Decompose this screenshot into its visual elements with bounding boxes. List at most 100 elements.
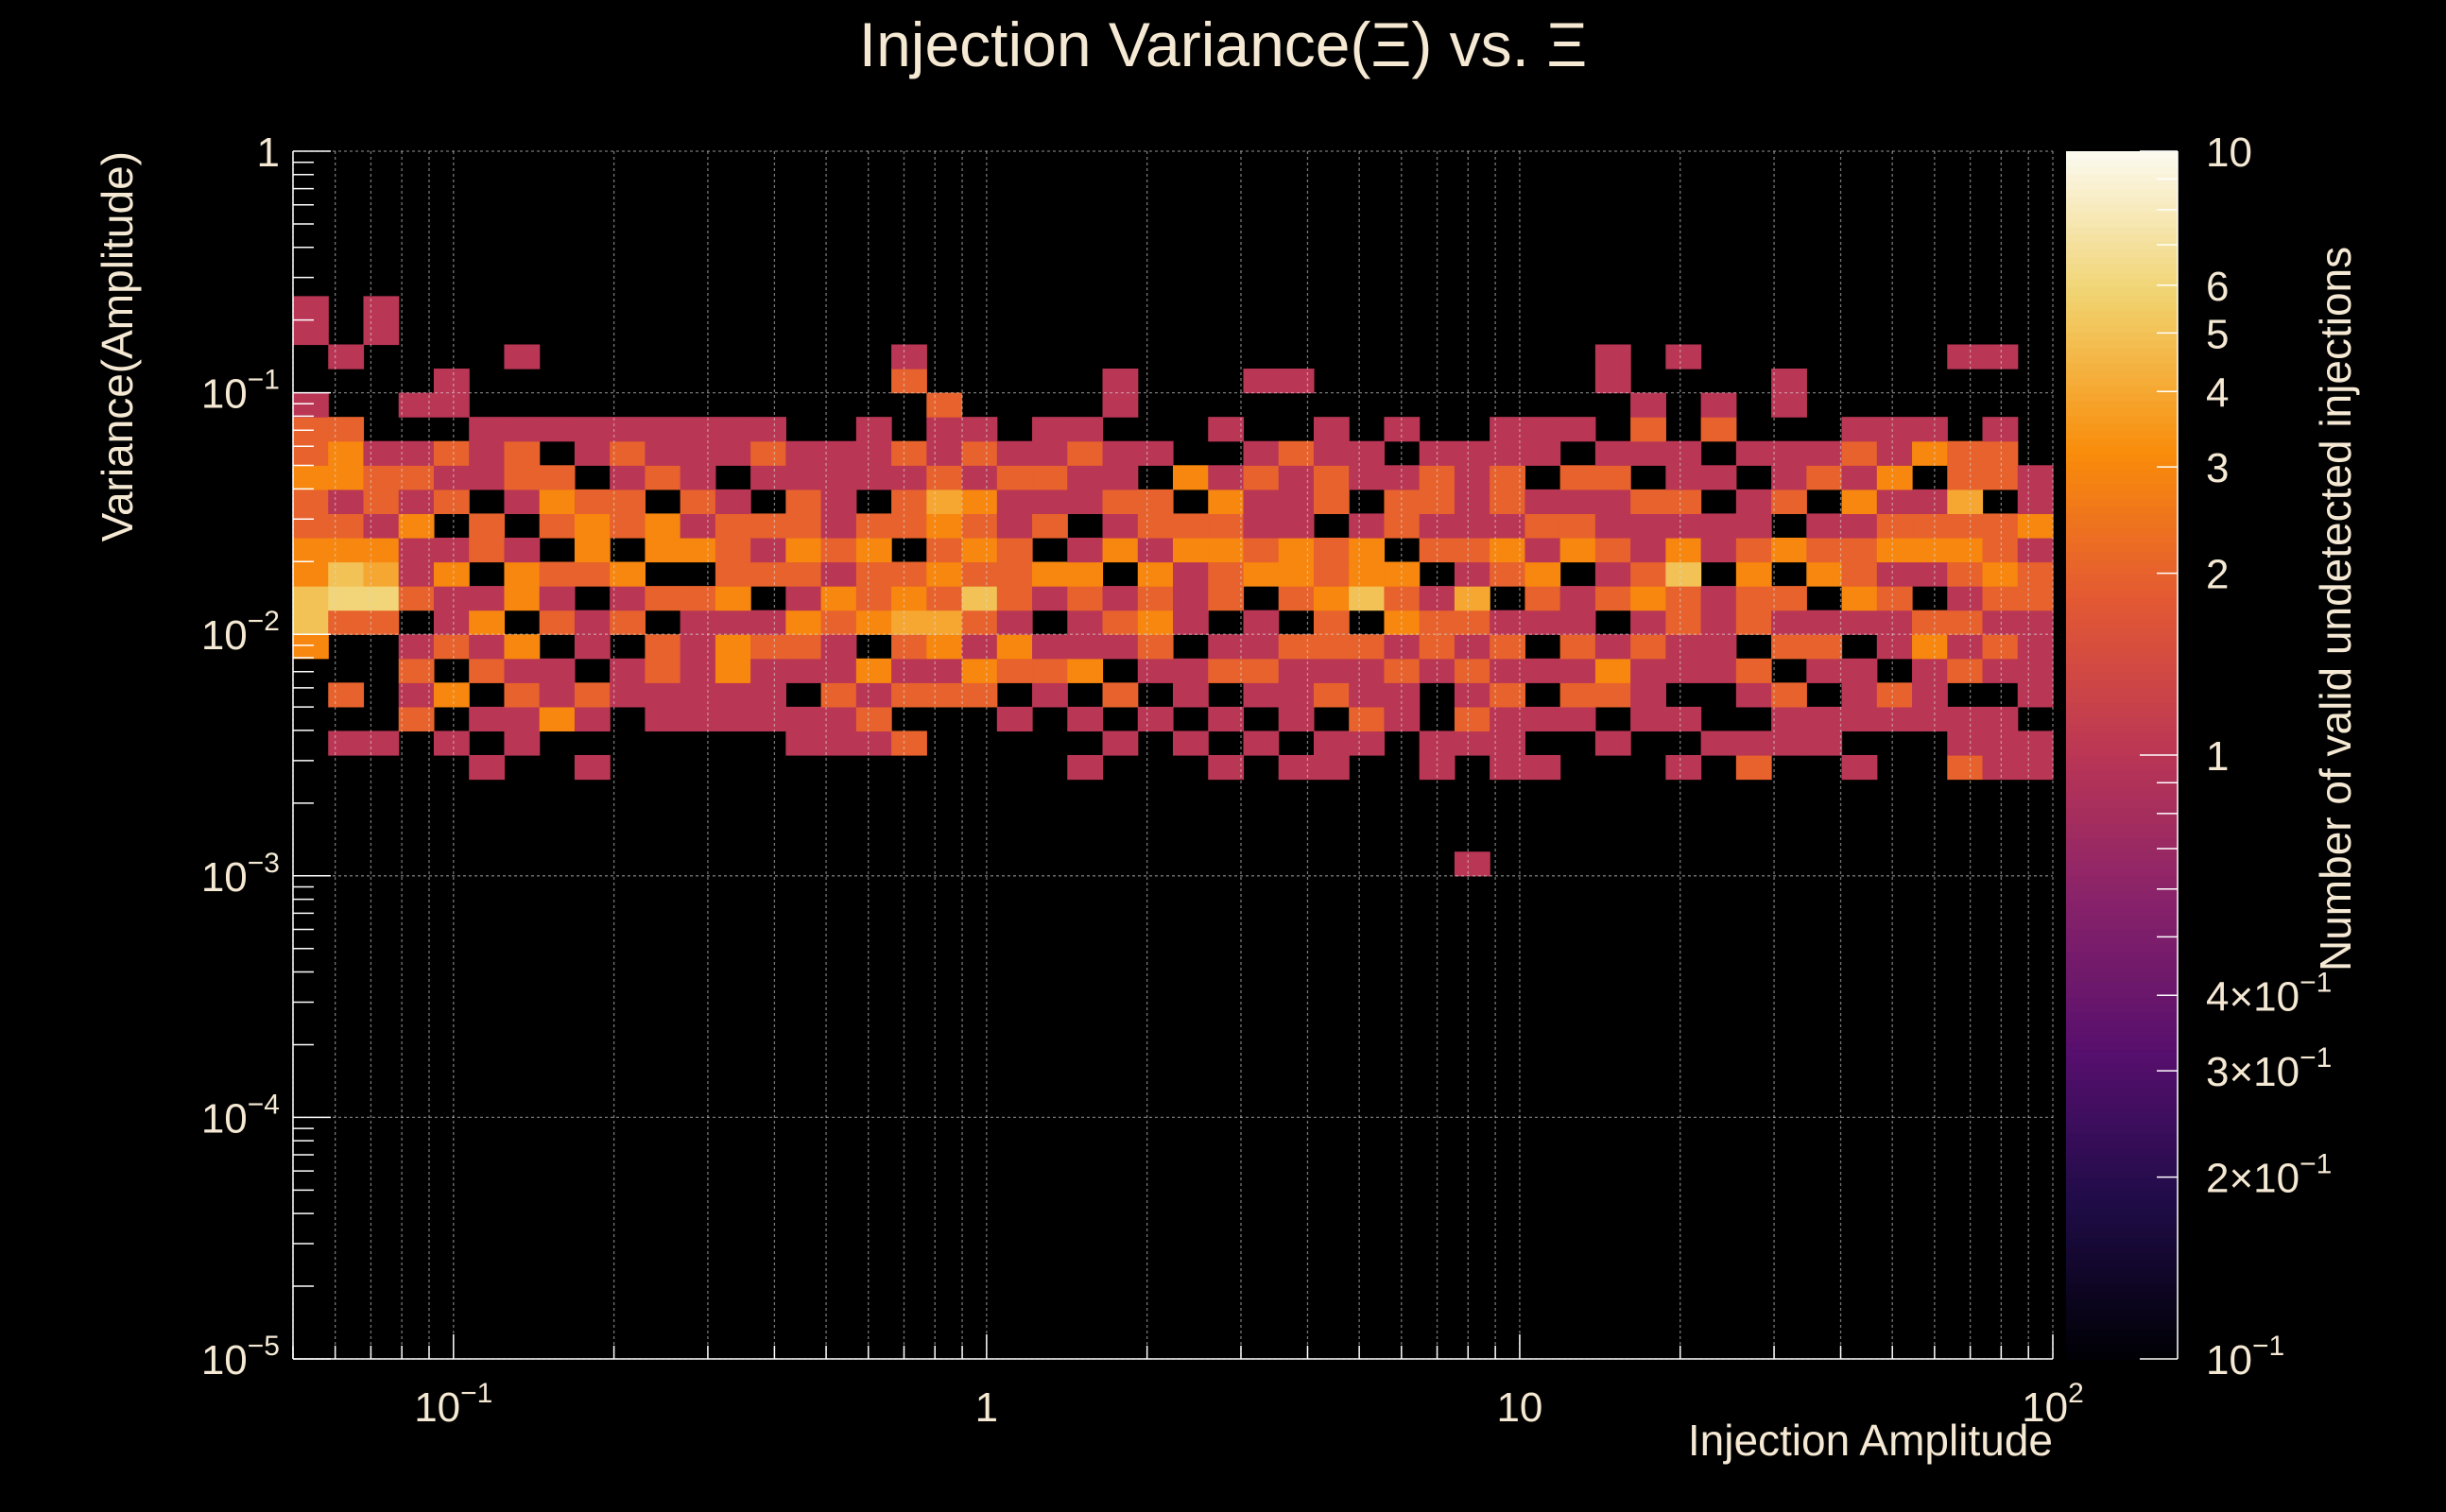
heatmap-cell [1102, 610, 1139, 635]
heatmap-cell [785, 586, 822, 611]
color-scale-segment [2066, 1238, 2178, 1246]
heatmap-cell [715, 586, 751, 611]
heatmap-cell [820, 489, 857, 514]
heatmap-cell [574, 440, 611, 466]
heatmap-cell [1349, 730, 1386, 756]
heatmap-cell [1278, 513, 1315, 539]
color-scale-segment [2066, 777, 2178, 786]
heatmap-cell [1771, 369, 1807, 394]
heatmap-cell [785, 537, 822, 563]
heatmap-cell [293, 392, 329, 418]
heatmap-cell [328, 440, 365, 466]
heatmap-cell [1735, 513, 1772, 539]
heatmap-cell [1630, 634, 1666, 660]
heatmap-cell [715, 610, 751, 635]
color-scale-tick-label: 5 [2206, 311, 2229, 357]
x-tick-label: 10−1 [414, 1378, 492, 1431]
heatmap-cell [398, 440, 435, 466]
heatmap-cell [1841, 610, 1878, 635]
color-scale-segment [2066, 158, 2178, 167]
color-scale-segment [2066, 762, 2178, 771]
color-scale-segment [2066, 695, 2178, 703]
heatmap-cell [715, 440, 751, 466]
heatmap-cell [1947, 489, 1984, 514]
color-scale-segment [2066, 468, 2178, 477]
heatmap-cell [1735, 489, 1772, 514]
color-scale-segment [2066, 792, 2178, 801]
y-tick-label: 10−3 [201, 848, 280, 901]
heatmap-cell [855, 730, 892, 756]
heatmap-cell [1912, 561, 1948, 587]
heatmap-cell [2017, 610, 2054, 635]
heatmap-cell [398, 513, 435, 539]
heatmap-cell [1841, 755, 1878, 781]
heatmap-cell [469, 658, 506, 683]
heatmap-cell [433, 610, 470, 635]
heatmap-cell [645, 537, 681, 563]
heatmap-cell [1313, 634, 1350, 660]
color-scale-segment [2066, 475, 2178, 485]
heatmap-cell [1594, 344, 1631, 369]
heatmap-cell [645, 513, 681, 539]
color-scale-tick-label: 1 [2206, 733, 2229, 780]
heatmap-cell [1771, 586, 1807, 611]
heatmap-cell [1349, 706, 1386, 732]
heatmap-cell [1947, 344, 1984, 369]
heatmap-cell [1349, 440, 1386, 466]
heatmap-cell [328, 537, 365, 563]
color-scale-segment [2066, 988, 2178, 998]
color-scale-segment [2066, 747, 2178, 756]
heatmap-cell [1982, 417, 2019, 442]
color-scale-segment [2066, 1125, 2178, 1133]
heatmap-cell [1841, 682, 1878, 708]
heatmap-cell [1102, 440, 1139, 466]
heatmap-cell [1067, 465, 1104, 490]
color-scale-segment [2066, 400, 2178, 409]
heatmap-cell [1594, 586, 1631, 611]
heatmap-cell [680, 537, 716, 563]
x-axis-title: Injection Amplitude [1688, 1416, 2053, 1465]
heatmap-cell [855, 658, 892, 683]
color-scale-segment [2066, 1026, 2178, 1036]
color-scale-segment [2066, 717, 2178, 726]
color-scale-segment [2066, 286, 2178, 296]
heatmap-cell [1806, 706, 1843, 732]
heatmap-cell [398, 634, 435, 660]
color-scale-segment [2066, 574, 2178, 582]
heatmap-cell [293, 561, 329, 587]
color-scale-tick-label: 2 [2206, 552, 2229, 598]
color-scale-segment [2066, 1314, 2178, 1322]
color-scale-segment [2066, 332, 2178, 341]
heatmap-cell [1208, 489, 1245, 514]
heatmap-cell [1032, 634, 1068, 660]
color-scale-segment [2066, 1344, 2178, 1352]
heatmap-cell [750, 440, 786, 466]
heatmap-cell [1454, 851, 1490, 877]
color-scale-title: Number of valid undetected injections [2311, 247, 2360, 971]
heatmap-cell [996, 537, 1033, 563]
heatmap-cell [469, 755, 506, 781]
heatmap-cell [504, 634, 541, 660]
heatmap-cell [293, 440, 329, 466]
heatmap-cell [1137, 634, 1174, 660]
heatmap-cell [820, 658, 857, 683]
heatmap-cell [996, 513, 1033, 539]
heatmap-cell [855, 440, 892, 466]
color-scale-segment [2066, 551, 2178, 559]
heatmap-cell [1947, 755, 1984, 781]
color-scale-segment [2066, 241, 2178, 250]
heatmap-cell [1454, 537, 1490, 563]
heatmap-cell [1032, 682, 1068, 708]
heatmap-cell [574, 706, 611, 732]
heatmap-cell [891, 465, 927, 490]
heatmap-cell [1982, 610, 2019, 635]
heatmap-cell [574, 417, 611, 442]
heatmap-cell [820, 634, 857, 660]
heatmap-cell [1137, 513, 1174, 539]
heatmap-cell [1876, 706, 1913, 732]
heatmap-cell [1841, 513, 1878, 539]
heatmap-cell [1524, 417, 1561, 442]
heatmap-cell [1559, 513, 1596, 539]
heatmap-cell [926, 682, 963, 708]
color-scale-segment [2066, 271, 2178, 281]
